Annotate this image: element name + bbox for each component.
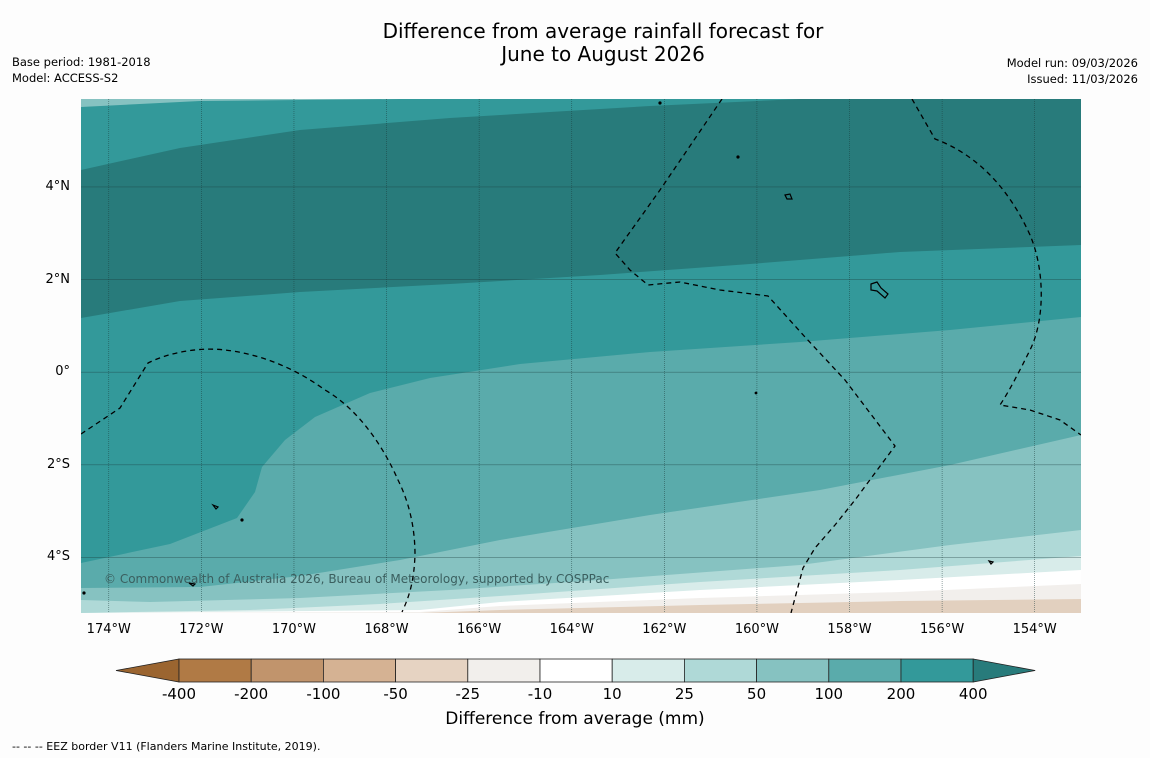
title-line-2: June to August 2026: [501, 42, 705, 66]
colorbar-segment: [828, 658, 902, 683]
longitude-label: 166°W: [457, 622, 502, 637]
colorbar-segment: [467, 658, 541, 683]
colorbar-tick-label: 10: [602, 685, 622, 703]
map-title: Difference from average rainfall forecas…: [0, 20, 1150, 66]
latitude-label: 2°N: [45, 271, 71, 287]
colorbar-title: Difference from average (mm): [445, 709, 705, 729]
colorbar-tick-label: 100: [814, 685, 844, 703]
longitude-label: 154°W: [1012, 622, 1057, 637]
colorbar-extend-low: [115, 658, 180, 683]
island-dot: [82, 591, 86, 595]
longitude-label: 168°W: [364, 622, 409, 637]
band-400-north: [81, 99, 800, 170]
issued-date: Issued: 11/03/2026: [1027, 72, 1138, 86]
base-period: Base period: 1981-2018: [12, 55, 151, 69]
colorbar-tick-label: -100: [306, 685, 341, 703]
island-dot: [736, 155, 740, 159]
longitude-label: 170°W: [271, 622, 317, 637]
island-outline: [987, 560, 995, 565]
latitude-label: 2°S: [46, 456, 70, 472]
colorbar-segment: [539, 658, 613, 683]
colorbar-tick-label: 400: [958, 685, 988, 703]
latitude-label: 4°N: [45, 178, 71, 194]
eez-border-east: [911, 99, 1081, 436]
band-100-north: [81, 99, 400, 107]
longitude-label: 158°W: [827, 622, 872, 637]
graticule: [81, 99, 1081, 613]
island-dot: [754, 391, 758, 395]
colorbar-tick-label: -25: [455, 685, 481, 703]
island-outline: [870, 281, 889, 299]
longitude-label: 162°W: [642, 622, 687, 637]
title-line-1: Difference from average rainfall forecas…: [382, 19, 824, 43]
longitude-label: 156°W: [920, 622, 965, 637]
island-dot: [658, 101, 662, 105]
copyright-notice: © Commonwealth of Australia 2026, Bureau…: [104, 572, 610, 586]
meta-left: Base period: 1981-2018 Model: ACCESS-S2: [12, 54, 151, 86]
model-run: Model run: 09/03/2026: [1006, 56, 1138, 70]
rainfall-map: [81, 99, 1081, 613]
longitude-label: 160°W: [734, 622, 779, 637]
colorbar-tick-label: -200: [234, 685, 269, 703]
longitude-label: 172°W: [179, 622, 224, 637]
model-name: Model: ACCESS-S2: [12, 71, 119, 85]
longitude-label: 174°W: [86, 622, 131, 637]
latitude-label: 0°: [55, 364, 70, 380]
colorbar-segment: [756, 658, 830, 683]
eez-border-central: [614, 99, 896, 613]
meta-right: Model run: 09/03/2026 Issued: 11/03/2026: [1007, 55, 1138, 87]
colorbar-segment: [684, 658, 758, 683]
colorbar-segment: [611, 658, 685, 683]
colorbar-tick-label: 50: [747, 685, 767, 703]
eez-borders: [81, 99, 1081, 613]
longitude-label: 164°W: [549, 622, 594, 637]
colorbar: [115, 658, 1036, 683]
colorbar-segment: [395, 658, 469, 683]
colorbar-segment: [178, 658, 252, 683]
island-outline: [784, 193, 793, 200]
colorbar-tick-label: 25: [674, 685, 694, 703]
colorbar-tick-label: -400: [161, 685, 197, 703]
island-dot: [240, 518, 244, 522]
colorbar-segment: [250, 658, 324, 683]
islands: [82, 101, 995, 595]
colorbar-tick-label: -50: [383, 685, 408, 703]
latitude-label: 4°S: [46, 549, 70, 565]
colorbar-tick-label: 200: [886, 685, 916, 703]
island-outline: [188, 582, 197, 587]
colorbar-tick-label: -10: [527, 685, 553, 703]
eez-legend-note: -- -- -- EEZ border V11 (Flanders Marine…: [12, 740, 321, 753]
colorbar-segment: [322, 658, 396, 683]
colorbar-extend-high: [972, 658, 1036, 683]
island-outline: [211, 503, 220, 510]
colorbar-segment: [900, 658, 974, 683]
band-max: [81, 99, 1081, 318]
